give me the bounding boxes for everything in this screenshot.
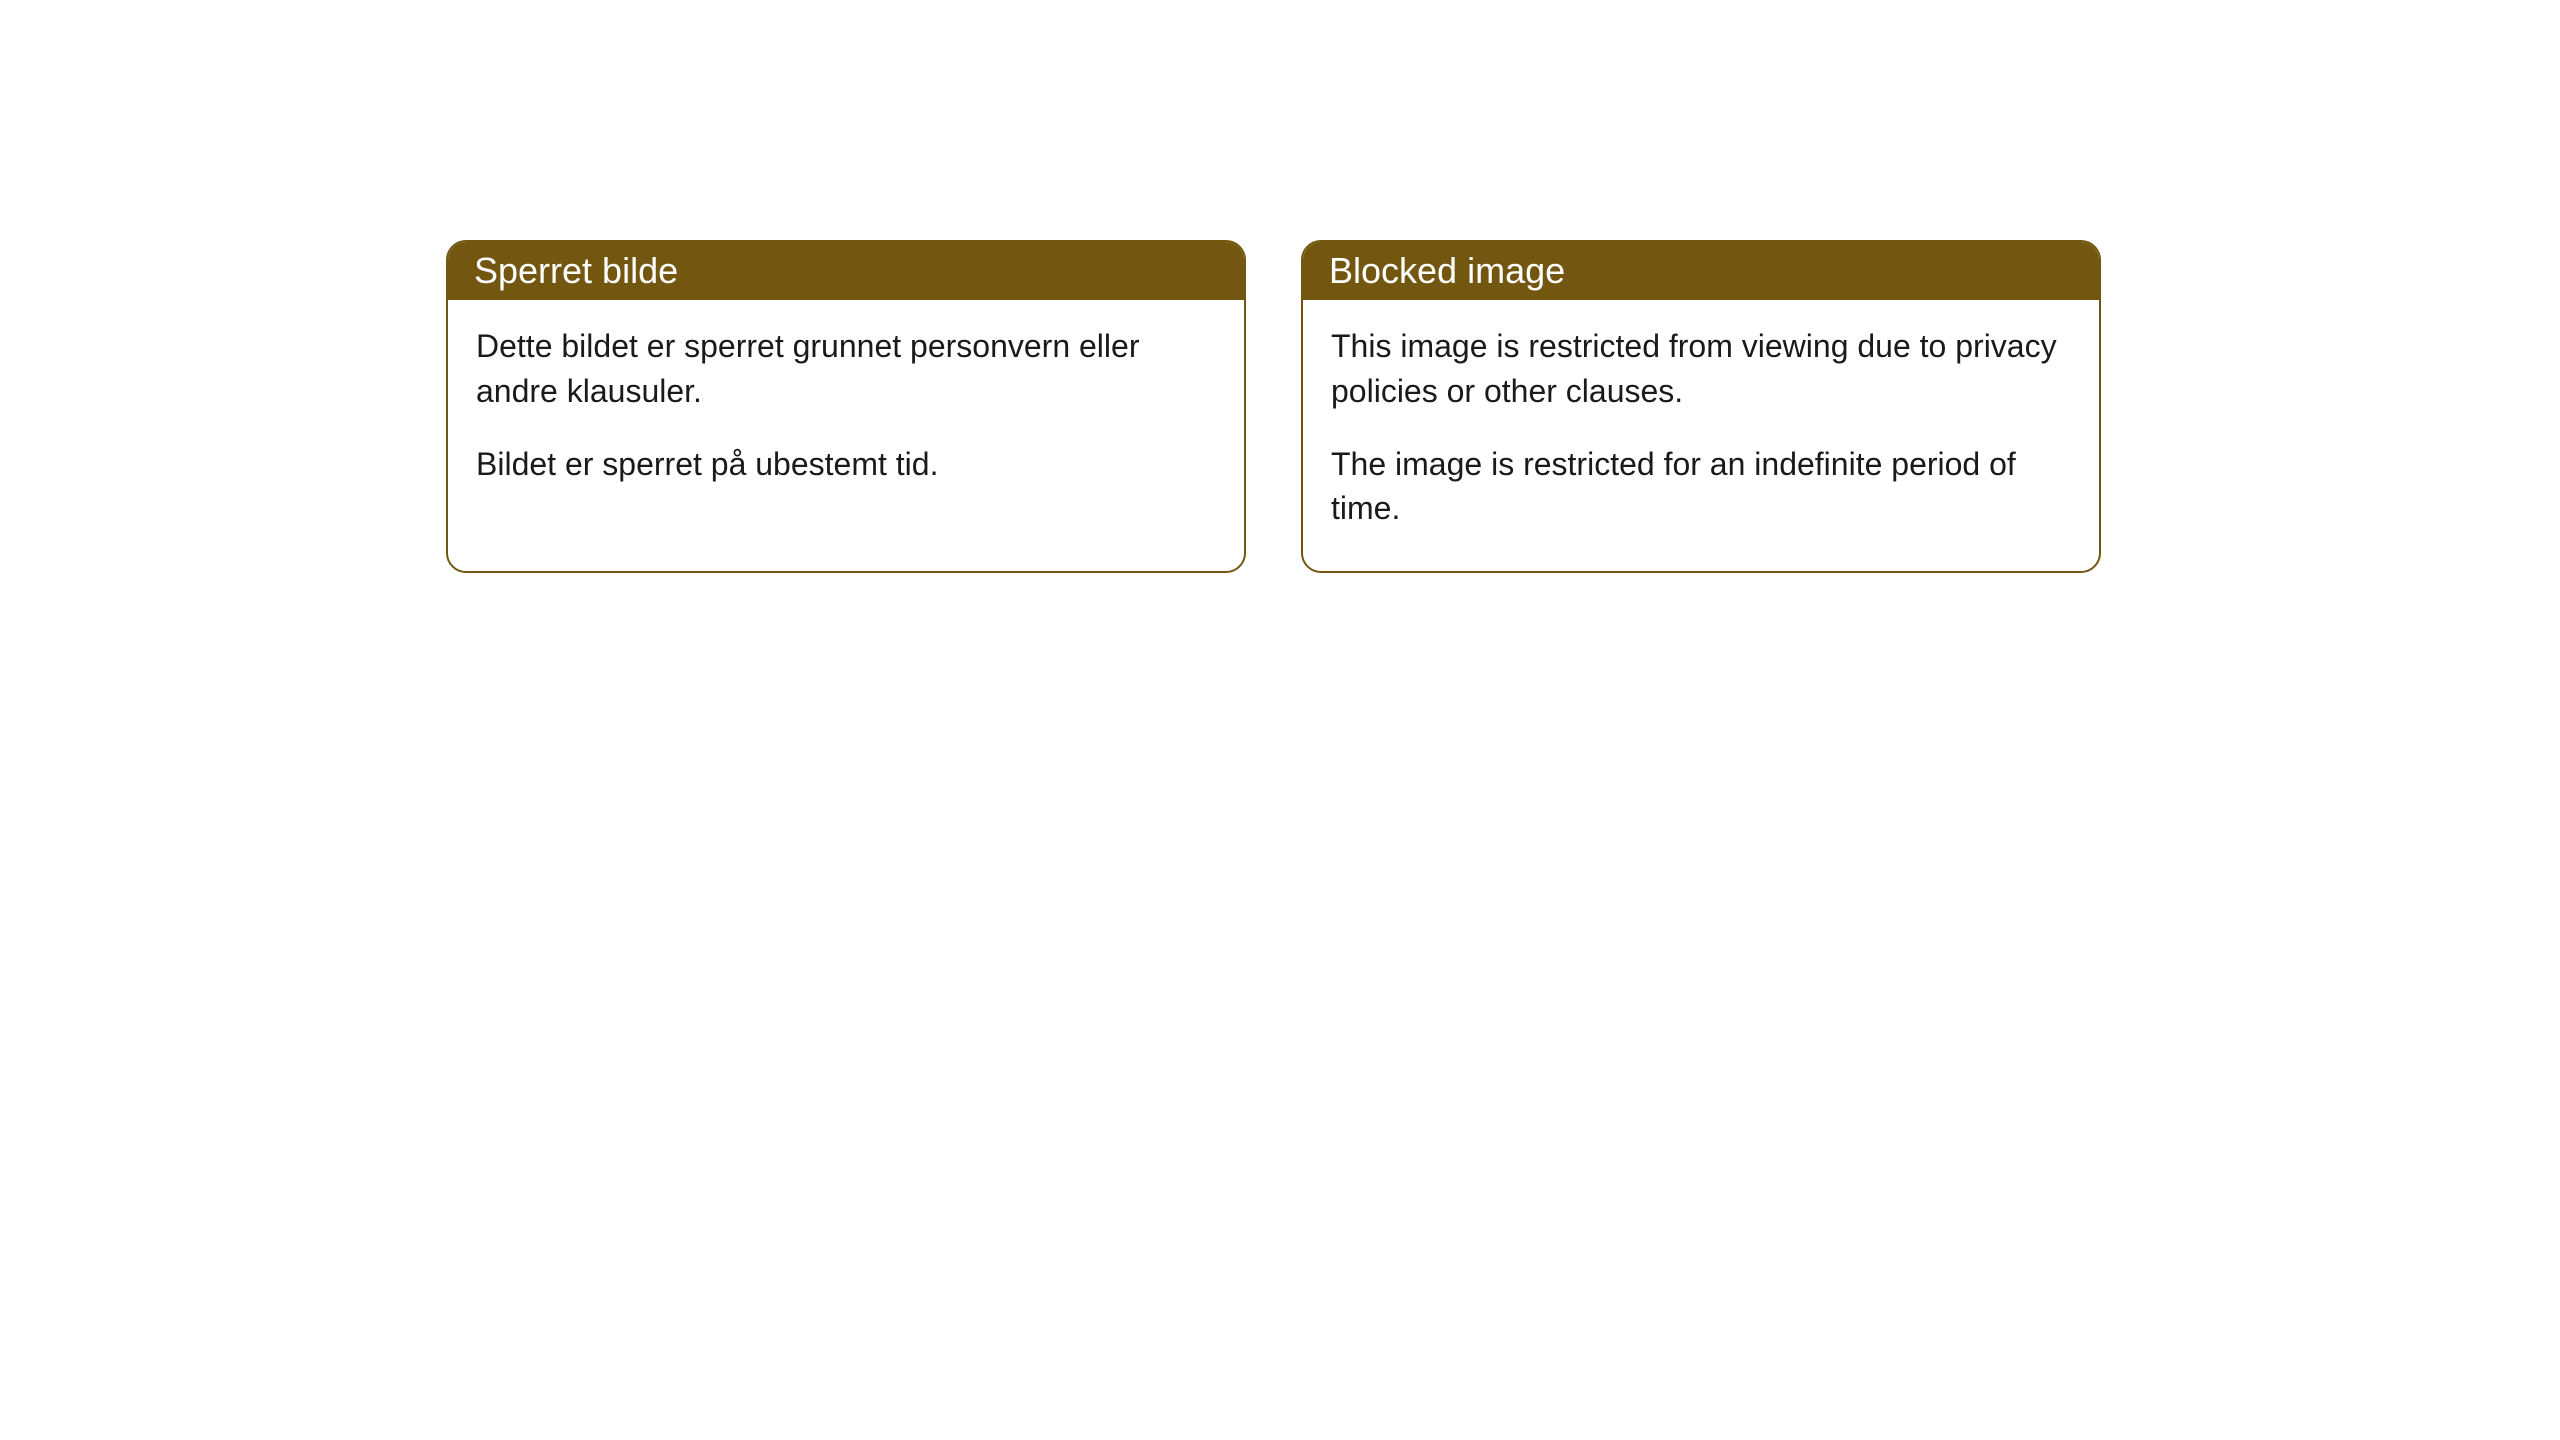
card-body-norwegian: Dette bildet er sperret grunnet personve… bbox=[448, 300, 1244, 526]
card-body-english: This image is restricted from viewing du… bbox=[1303, 300, 2099, 571]
card-paragraph-1-norwegian: Dette bildet er sperret grunnet personve… bbox=[476, 324, 1216, 414]
cards-container: Sperret bilde Dette bildet er sperret gr… bbox=[0, 0, 2560, 573]
card-paragraph-2-english: The image is restricted for an indefinit… bbox=[1331, 442, 2071, 532]
blocked-image-card-english: Blocked image This image is restricted f… bbox=[1301, 240, 2101, 573]
card-paragraph-2-norwegian: Bildet er sperret på ubestemt tid. bbox=[476, 442, 1216, 487]
card-header-english: Blocked image bbox=[1303, 242, 2099, 300]
card-header-norwegian: Sperret bilde bbox=[448, 242, 1244, 300]
blocked-image-card-norwegian: Sperret bilde Dette bildet er sperret gr… bbox=[446, 240, 1246, 573]
card-paragraph-1-english: This image is restricted from viewing du… bbox=[1331, 324, 2071, 414]
